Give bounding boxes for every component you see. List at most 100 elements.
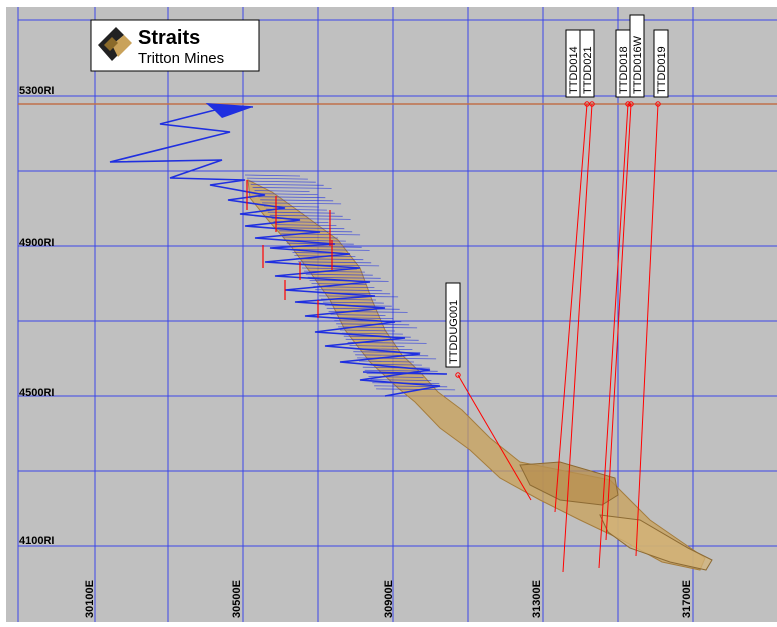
workings-drive — [351, 348, 413, 350]
workings-drive — [277, 227, 345, 230]
workings-drive — [364, 369, 438, 372]
workings-drive — [372, 382, 440, 385]
workings-drive — [271, 218, 351, 220]
workings-drive — [330, 314, 386, 316]
workings-drive — [279, 230, 353, 233]
workings-drive — [317, 292, 391, 295]
workings-drive — [281, 233, 361, 236]
drillhole-collar-ttdd016w — [628, 101, 634, 107]
drillhole-trace-ttdd018 — [598, 103, 629, 569]
drillhole-label-ttdd016w: TTDD016W — [629, 14, 645, 98]
workings-drive — [267, 211, 335, 214]
workings-path — [109, 103, 441, 397]
x-label-30900: 30900E — [383, 580, 395, 618]
svg-text:TTDD019: TTDD019 — [656, 46, 668, 94]
workings-drive — [252, 187, 332, 189]
workings-drive — [250, 183, 324, 186]
drillhole-collar-ttdd021 — [589, 101, 595, 107]
workings-drive — [292, 252, 348, 254]
workings-drive — [248, 180, 316, 183]
y-label-4900: 4900RI — [19, 237, 54, 249]
workings-drive — [368, 376, 424, 378]
workings-drive — [339, 329, 396, 332]
workings-drive — [313, 286, 375, 288]
workings-drive — [320, 298, 377, 301]
workings-drive — [338, 326, 418, 329]
workings-drive — [254, 190, 310, 192]
workings-drive — [336, 323, 410, 326]
workings-drive — [301, 267, 358, 270]
x-label-31300: 31300E — [531, 580, 543, 618]
workings-drive — [311, 283, 367, 285]
drillholes — [246, 101, 661, 573]
drillhole-label-ttdd021: TTDD021 — [579, 29, 595, 98]
workings-drive — [360, 363, 422, 366]
workings-drive — [307, 276, 381, 279]
workings-drive — [334, 320, 402, 323]
workings-drive — [294, 255, 356, 257]
workings-drive — [362, 366, 430, 369]
workings-drive — [326, 307, 400, 310]
drillhole-label-ttdd019: TTDD019 — [653, 29, 669, 98]
drillhole-label-ttddug001: TTDDUG001 — [445, 282, 461, 368]
workings-drive — [284, 239, 346, 242]
logo-company: Straits — [138, 27, 200, 49]
drillhole-trace-ttdd021 — [562, 103, 593, 573]
workings-drive — [262, 202, 342, 205]
workings-drive — [296, 258, 364, 261]
workings-drive — [286, 242, 354, 245]
workings-drive — [290, 249, 370, 251]
x-axis-labels: 30100E 30500E 30900E 31300E 31700E — [84, 580, 693, 618]
drillhole-collar-ttdd014 — [584, 101, 590, 107]
workings-drive — [357, 357, 437, 360]
svg-text:TTDD021: TTDD021 — [582, 46, 594, 94]
workings-drive — [305, 273, 373, 276]
workings-drive — [244, 174, 301, 177]
company-logo: Straits Tritton Mines — [90, 19, 260, 72]
drillhole-collar-ttddug001 — [455, 372, 461, 378]
workings-drive — [300, 264, 380, 267]
workings-drive — [258, 196, 326, 199]
drillhole-trace-ttdd019 — [635, 103, 659, 557]
workings-drive — [303, 270, 365, 273]
drillhole-label-ttdd014: TTDD014 — [565, 29, 581, 98]
workings-drive — [282, 236, 339, 239]
drillhole-trace-ttdd014 — [554, 103, 588, 513]
workings-drive — [358, 360, 415, 363]
workings-drive — [353, 351, 421, 354]
drillhole-trace-ttddug001 — [457, 374, 532, 501]
workings-drive — [332, 317, 394, 319]
workings-drive — [376, 388, 456, 391]
workings-drive — [319, 295, 399, 298]
drillhole-labels: TTDD014 TTDD021 TTDD018 TTDD016W TTDD019… — [445, 14, 669, 368]
grid — [17, 7, 777, 622]
workings-drive — [374, 385, 448, 388]
y-label-5300: 5300RI — [19, 85, 54, 97]
workings-drive — [315, 289, 383, 292]
workings-drive — [370, 379, 432, 381]
y-axis-labels: 5300RI 4900RI 4500RI 4100RI — [19, 85, 54, 547]
workings-drive — [355, 354, 429, 357]
orebody-lens-tip — [599, 514, 713, 571]
workings-drive — [345, 338, 419, 341]
y-label-4500: 4500RI — [19, 387, 54, 399]
y-label-4100: 4100RI — [19, 535, 54, 547]
workings-drive — [275, 224, 337, 226]
workings-drive — [343, 335, 411, 338]
workings-drive-lower — [362, 371, 448, 375]
workings-drive — [256, 193, 318, 195]
workings-drive — [322, 301, 384, 304]
x-label-30100: 30100E — [84, 580, 96, 618]
drillhole-label-ttdd018: TTDD018 — [615, 29, 631, 98]
svg-text:TTDD014: TTDD014 — [568, 46, 580, 94]
x-label-30500: 30500E — [231, 580, 243, 618]
drillhole-collar-ttdd019 — [655, 101, 661, 107]
drillhole-collar-ttdd018 — [625, 101, 631, 107]
workings-drive — [349, 345, 405, 347]
workings-drive — [328, 311, 408, 313]
straits-logo-icon — [98, 27, 132, 61]
svg-text:TTDDUG001: TTDDUG001 — [448, 300, 460, 364]
workings-drive — [341, 332, 403, 335]
